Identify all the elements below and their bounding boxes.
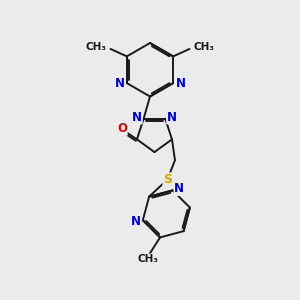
Text: O: O bbox=[117, 122, 127, 135]
Text: N: N bbox=[176, 76, 185, 90]
Text: CH₃: CH₃ bbox=[194, 42, 215, 52]
Text: S: S bbox=[163, 173, 172, 186]
Text: CH₃: CH₃ bbox=[85, 42, 106, 52]
Text: N: N bbox=[131, 215, 141, 228]
Text: CH₃: CH₃ bbox=[138, 254, 159, 264]
Text: N: N bbox=[167, 111, 177, 124]
Text: N: N bbox=[132, 111, 142, 124]
Text: N: N bbox=[174, 182, 184, 195]
Text: N: N bbox=[115, 76, 124, 90]
